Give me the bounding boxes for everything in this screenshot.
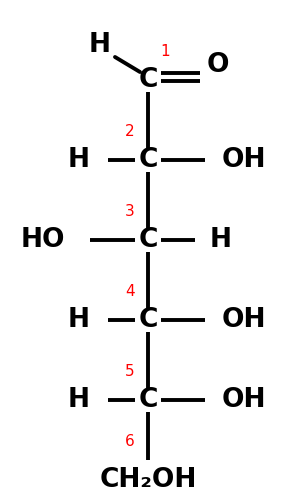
Text: H: H xyxy=(68,147,90,173)
Text: 5: 5 xyxy=(125,364,135,380)
Text: 1: 1 xyxy=(160,44,170,60)
Text: H: H xyxy=(68,387,90,413)
Text: H: H xyxy=(210,227,232,253)
Text: H: H xyxy=(68,307,90,333)
Text: 3: 3 xyxy=(125,204,135,220)
Text: O: O xyxy=(207,52,229,78)
Text: H: H xyxy=(89,32,111,58)
Text: 6: 6 xyxy=(125,434,135,450)
Text: OH: OH xyxy=(222,387,267,413)
Text: C: C xyxy=(138,67,158,93)
Text: HO: HO xyxy=(20,227,65,253)
Text: C: C xyxy=(138,227,158,253)
Text: 2: 2 xyxy=(125,124,135,140)
Text: 4: 4 xyxy=(125,284,135,300)
Text: C: C xyxy=(138,387,158,413)
Text: OH: OH xyxy=(222,307,267,333)
Text: CH₂OH: CH₂OH xyxy=(99,467,197,493)
Text: C: C xyxy=(138,147,158,173)
Text: C: C xyxy=(138,307,158,333)
Text: OH: OH xyxy=(222,147,267,173)
